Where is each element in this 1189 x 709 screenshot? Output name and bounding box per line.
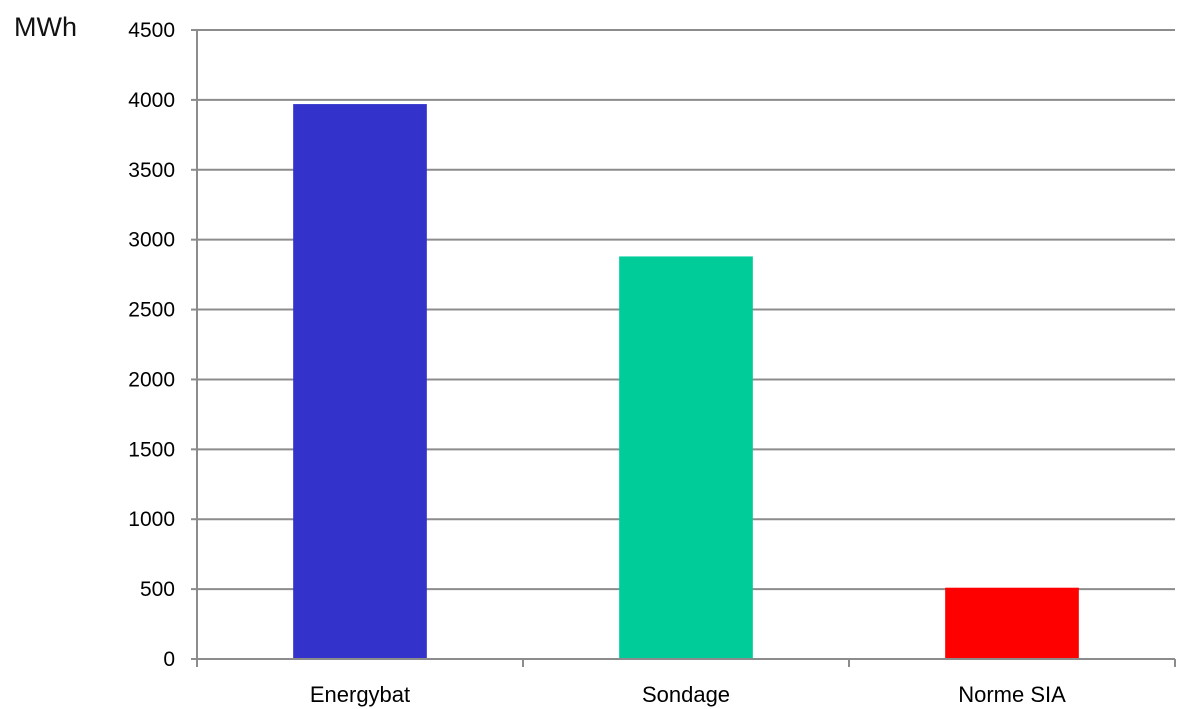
y-tick-label: 2500 <box>128 299 175 322</box>
y-tick-label: 1000 <box>128 508 175 531</box>
y-tick-label: 0 <box>163 648 175 671</box>
bars <box>293 104 1079 660</box>
category-label: Energybat <box>310 682 410 707</box>
y-tick-label: 3000 <box>128 229 175 252</box>
axes <box>196 30 1176 667</box>
category-labels: Energybat Sondage Norme SIA <box>310 682 1066 707</box>
y-tick-label: 500 <box>140 578 175 601</box>
y-axis-unit-label: MWh <box>14 12 77 42</box>
y-tick-labels: 0 500 1000 1500 2000 2500 3000 3500 4000 4500 <box>128 19 175 671</box>
bar-sondage <box>619 256 753 659</box>
y-tick-label: 4500 <box>128 19 175 42</box>
category-label: Sondage <box>642 682 730 707</box>
y-tick-label: 2000 <box>128 368 175 391</box>
category-label: Norme SIA <box>958 682 1066 707</box>
bar-energybat <box>293 104 427 660</box>
bar-norme-sia <box>945 587 1079 659</box>
y-tick-label: 4000 <box>128 89 175 112</box>
y-tick-label: 3500 <box>128 159 175 182</box>
y-tick-label: 1500 <box>128 438 175 461</box>
